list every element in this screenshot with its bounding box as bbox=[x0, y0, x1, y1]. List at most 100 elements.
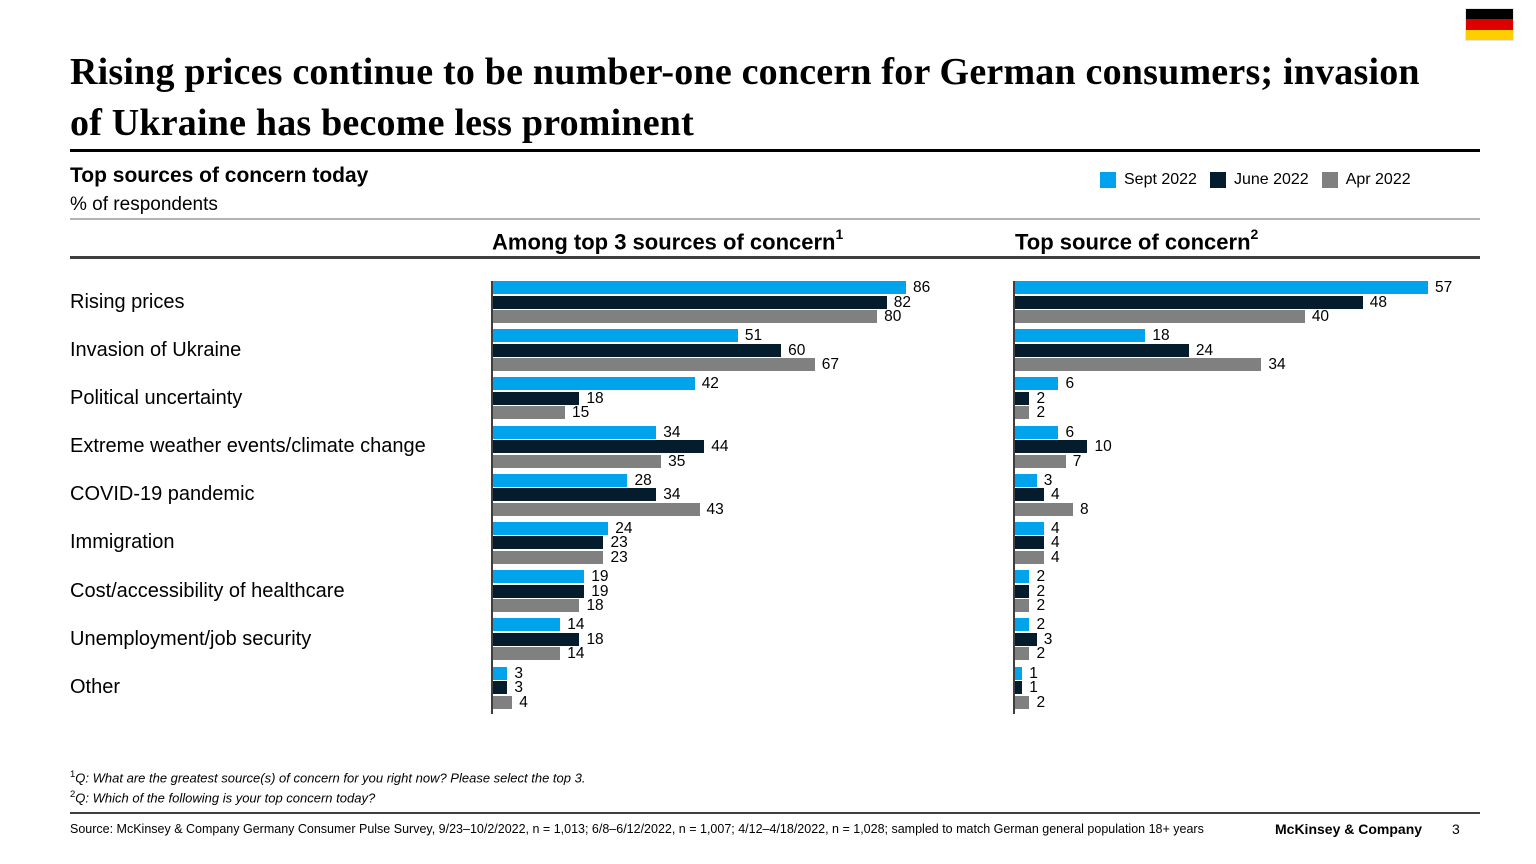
category-row: Cost/accessibility of healthcare bbox=[70, 570, 488, 618]
bar-value-label: 2 bbox=[1036, 582, 1046, 600]
bar-line: 23 bbox=[493, 550, 998, 565]
bar-value-label: 57 bbox=[1435, 279, 1453, 296]
bar-line: 3 bbox=[1015, 632, 1520, 647]
germany-flag-icon bbox=[1466, 9, 1513, 40]
chart-title: Top sources of concern today bbox=[70, 164, 369, 187]
bar-line: 18 bbox=[493, 598, 998, 613]
bar-line: 34 bbox=[493, 424, 998, 440]
chart-legend: Sept 2022 June 2022 Apr 2022 bbox=[1100, 171, 1411, 189]
bar-apr-2022 bbox=[1015, 599, 1030, 613]
bar-line: 4 bbox=[1015, 548, 1520, 566]
bar-value-label: 4 bbox=[1050, 548, 1060, 566]
category-row: Other bbox=[70, 667, 488, 715]
bar-apr-2022 bbox=[1015, 502, 1073, 516]
bar-sept-2022 bbox=[493, 473, 628, 487]
bar-value-label: 19 bbox=[591, 582, 609, 600]
bar-value-label: 23 bbox=[610, 534, 628, 552]
panel-2-header-superscript: 2 bbox=[1250, 226, 1259, 242]
bar-line: 86 bbox=[493, 280, 998, 295]
chart-row: 34 44 35 bbox=[493, 424, 998, 474]
header-divider bbox=[70, 256, 1480, 259]
bar-june-2022 bbox=[493, 632, 580, 646]
panel-2-axis-line bbox=[1013, 281, 1015, 714]
bar-value-label: 14 bbox=[567, 645, 585, 663]
bar-sept-2022 bbox=[493, 425, 657, 439]
category-row: Invasion of Ukraine bbox=[70, 329, 488, 377]
bar-value-label: 42 bbox=[701, 375, 719, 393]
bar-value-label: 2 bbox=[1036, 693, 1046, 711]
bar-value-label: 3 bbox=[514, 679, 524, 696]
legend-label: Sept 2022 bbox=[1124, 171, 1197, 188]
panel-1-bars: 86 82 80 51 60 67 42 18 15 34 44 35 28 34 43 24 23 23 19 19… bbox=[493, 280, 998, 715]
bar-apr-2022 bbox=[493, 310, 878, 323]
bar-line: 7 bbox=[1015, 452, 1520, 470]
flag-stripe-red bbox=[1466, 19, 1513, 30]
brand-wordmark: McKinsey & Company bbox=[1275, 821, 1423, 837]
bar-apr-2022 bbox=[493, 647, 561, 661]
bar-sept-2022 bbox=[1015, 377, 1059, 391]
panel-1-header-superscript: 1 bbox=[835, 226, 844, 242]
bar-apr-2022 bbox=[1015, 695, 1030, 709]
bar-value-label: 24 bbox=[615, 519, 633, 537]
title-divider bbox=[70, 149, 1480, 152]
page-title: Rising prices continue to be number-one … bbox=[70, 51, 1420, 144]
bar-line: 51 bbox=[493, 328, 998, 343]
bar-sept-2022 bbox=[1015, 281, 1428, 294]
category-label: Rising prices bbox=[70, 290, 185, 313]
legend-item: Sept 2022 bbox=[1100, 171, 1197, 189]
chart-unit-label: % of respondents bbox=[70, 194, 218, 215]
category-row: Extreme weather events/climate change bbox=[70, 426, 488, 474]
bar-value-label: 60 bbox=[788, 341, 806, 359]
bar-line: 2 bbox=[1015, 693, 1520, 711]
footnote-2: 2Q: Which of the following is your top c… bbox=[70, 789, 375, 805]
bar-line: 2 bbox=[1015, 617, 1520, 633]
category-row: Immigration bbox=[70, 522, 488, 570]
bar-june-2022 bbox=[1015, 391, 1030, 405]
bar-line: 4 bbox=[1015, 487, 1520, 503]
bar-line: 18 bbox=[1015, 328, 1520, 343]
bar-sept-2022 bbox=[1015, 666, 1023, 680]
legend-swatch-icon bbox=[1321, 172, 1338, 188]
legend-label: June 2022 bbox=[1233, 171, 1309, 188]
flag-stripe-gold bbox=[1466, 29, 1513, 40]
bar-apr-2022 bbox=[493, 695, 513, 709]
bar-line: 24 bbox=[493, 519, 998, 537]
legend-label: Apr 2022 bbox=[1345, 171, 1411, 188]
bar-june-2022 bbox=[1015, 632, 1037, 646]
bar-line: 67 bbox=[493, 357, 998, 372]
bar-value-label: 40 bbox=[1311, 308, 1330, 325]
bar-apr-2022 bbox=[1015, 647, 1030, 661]
bar-value-label: 3 bbox=[514, 664, 524, 682]
bar-june-2022 bbox=[493, 536, 604, 550]
bar-june-2022 bbox=[1015, 584, 1030, 598]
bar-apr-2022 bbox=[1015, 550, 1044, 564]
bar-line: 1 bbox=[1015, 665, 1520, 681]
bar-apr-2022 bbox=[493, 406, 566, 420]
footnote-1-text: Q: What are the greatest source(s) of co… bbox=[75, 770, 586, 786]
bar-sept-2022 bbox=[1015, 618, 1030, 632]
bar-apr-2022 bbox=[493, 599, 580, 613]
bar-value-label: 28 bbox=[634, 471, 652, 489]
bar-value-label: 35 bbox=[668, 452, 686, 470]
bar-line: 1 bbox=[1015, 679, 1520, 696]
footer-divider bbox=[70, 812, 1480, 814]
bar-line: 10 bbox=[1015, 439, 1520, 454]
bar-value-label: 7 bbox=[1072, 452, 1082, 470]
bar-value-label: 3 bbox=[1043, 471, 1053, 489]
bar-value-label: 1 bbox=[1029, 679, 1038, 696]
bar-line: 23 bbox=[493, 534, 998, 552]
bar-june-2022 bbox=[493, 584, 585, 598]
footnote-1: 1Q: What are the greatest source(s) of c… bbox=[70, 769, 585, 785]
panel-1-header-text: Among top 3 sources of concern bbox=[492, 229, 836, 255]
bar-line: 3 bbox=[1015, 471, 1520, 489]
footnote-2-superscript: 2 bbox=[70, 789, 76, 800]
legend-swatch-icon bbox=[1100, 172, 1116, 188]
bar-line: 2 bbox=[1015, 405, 1520, 421]
footnote-1-superscript: 1 bbox=[70, 769, 76, 780]
bar-line: 3 bbox=[493, 664, 998, 682]
panel-1-header: Among top 3 sources of concern1 bbox=[492, 226, 844, 255]
